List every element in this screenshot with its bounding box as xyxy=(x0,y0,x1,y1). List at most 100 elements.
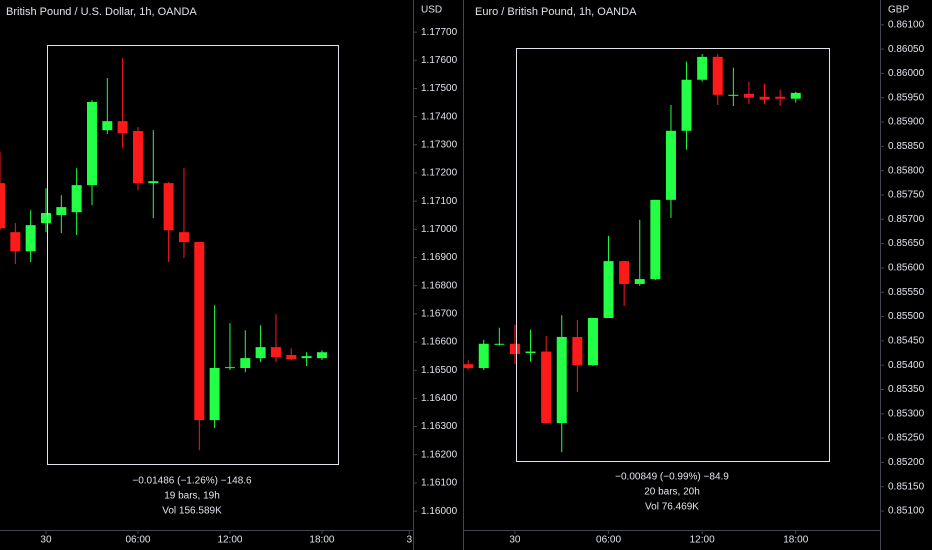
candle-body xyxy=(463,364,474,369)
candle-body xyxy=(56,207,67,215)
candle-body xyxy=(728,94,739,96)
measure-label: 19 bars, 19h xyxy=(164,491,220,502)
y-tick-label: 0.85700 xyxy=(888,214,925,225)
x-tick-label: 30 xyxy=(40,535,52,546)
y-tick-label: 1.16800 xyxy=(421,280,458,291)
candle-body xyxy=(224,367,235,369)
y-tick-label: 0.85400 xyxy=(888,360,925,371)
y-tick-label: 0.85650 xyxy=(888,238,925,249)
x-tick-label: 06:00 xyxy=(125,535,150,546)
candle-body xyxy=(556,336,567,424)
chart-title: British Pound / U.S. Dollar, 1h, OANDA xyxy=(6,6,197,18)
candle-body xyxy=(25,225,36,252)
candle-body xyxy=(494,343,505,345)
y-tick-label: 0.85500 xyxy=(888,311,925,322)
candle-body xyxy=(712,56,723,95)
candle-body xyxy=(650,199,661,280)
plot-area xyxy=(463,53,801,453)
candle-body xyxy=(697,56,708,80)
candle-body xyxy=(681,79,692,131)
candle-body xyxy=(619,261,630,284)
candle-body xyxy=(209,367,220,421)
y-tick-label: 1.16300 xyxy=(421,421,458,432)
measure-label: Vol 76.469K xyxy=(645,502,699,513)
y-tick-label: 0.85800 xyxy=(888,165,925,176)
y-tick-label: 1.16900 xyxy=(421,252,458,263)
candle-body xyxy=(525,351,536,354)
y-tick-label: 1.16600 xyxy=(421,337,458,348)
axis-unit: USD xyxy=(421,5,442,16)
y-tick-label: 0.85350 xyxy=(888,384,925,395)
y-tick-label: 0.85600 xyxy=(888,263,925,274)
y-tick-label: 1.17200 xyxy=(421,168,458,179)
measure-label: −0.00849 (−0.99%) −84.9 xyxy=(615,472,729,483)
measure-label: −0.01486 (−1.26%) −148.6 xyxy=(132,476,252,487)
candle-body xyxy=(775,96,786,99)
y-tick-label: 0.85900 xyxy=(888,117,925,128)
axis-unit: GBP xyxy=(888,5,909,16)
y-tick-label: 0.85100 xyxy=(888,506,925,517)
candle-body xyxy=(665,130,676,200)
candle-body xyxy=(71,185,82,213)
candle-body xyxy=(587,318,598,366)
candle-body xyxy=(102,121,113,131)
x-tick-label: 12:00 xyxy=(217,535,242,546)
y-tick-label: 0.86100 xyxy=(888,19,925,30)
y-tick-label: 0.85300 xyxy=(888,408,925,419)
candle-body xyxy=(0,183,5,229)
x-tick-label: 06:00 xyxy=(596,535,621,546)
y-tick-label: 1.16500 xyxy=(421,365,458,376)
y-tick-label: 0.85750 xyxy=(888,190,925,201)
y-tick-label: 0.85850 xyxy=(888,141,925,152)
x-tick-label: 3 xyxy=(407,535,413,546)
candle-body xyxy=(117,121,128,133)
candle-body xyxy=(790,92,801,99)
candle-body xyxy=(40,213,51,224)
chart-title: Euro / British Pound, 1h, OANDA xyxy=(475,6,637,18)
candle-body xyxy=(240,358,251,368)
y-tick-label: 1.17700 xyxy=(421,27,458,38)
y-tick-label: 0.86000 xyxy=(888,68,925,79)
y-tick-label: 0.85450 xyxy=(888,335,925,346)
y-tick-label: 1.16100 xyxy=(421,478,458,489)
y-tick-label: 1.17000 xyxy=(421,224,458,235)
x-tick-label: 30 xyxy=(509,535,521,546)
measure-box xyxy=(47,45,339,465)
y-tick-label: 1.17300 xyxy=(421,139,458,150)
y-tick-label: 0.85200 xyxy=(888,457,925,468)
y-tick-label: 0.85250 xyxy=(888,433,925,444)
measure-label: Vol 156.589K xyxy=(162,506,222,517)
candle-body xyxy=(132,131,143,184)
candle-body xyxy=(86,101,97,186)
x-tick-label: 12:00 xyxy=(690,535,715,546)
candle-body xyxy=(10,232,21,252)
candle-body xyxy=(255,347,266,359)
candle-body xyxy=(163,183,174,231)
y-tick-label: 1.17400 xyxy=(421,111,458,122)
candle-body xyxy=(603,261,614,318)
y-tick-label: 1.16200 xyxy=(421,449,458,460)
y-tick-label: 0.86050 xyxy=(888,44,925,55)
plot-area xyxy=(0,58,327,451)
candle-body xyxy=(301,356,312,359)
candle-body xyxy=(270,347,281,357)
y-tick-label: 0.85550 xyxy=(888,287,925,298)
candle-body xyxy=(316,352,327,359)
y-tick-label: 1.16700 xyxy=(421,309,458,320)
candle-body xyxy=(572,336,583,366)
y-tick-label: 1.16400 xyxy=(421,393,458,404)
y-tick-label: 1.16000 xyxy=(421,506,458,517)
candle-body xyxy=(286,355,297,360)
candle-body xyxy=(634,279,645,284)
y-tick-label: 0.85950 xyxy=(888,92,925,103)
candle-body xyxy=(478,343,489,369)
candle-body xyxy=(541,351,552,424)
candle-body xyxy=(759,96,770,100)
candle-body xyxy=(178,232,189,243)
candle-body xyxy=(743,93,754,98)
y-tick-label: 0.85150 xyxy=(888,481,925,492)
y-tick-label: 1.17600 xyxy=(421,55,458,66)
candle-body xyxy=(509,343,520,354)
